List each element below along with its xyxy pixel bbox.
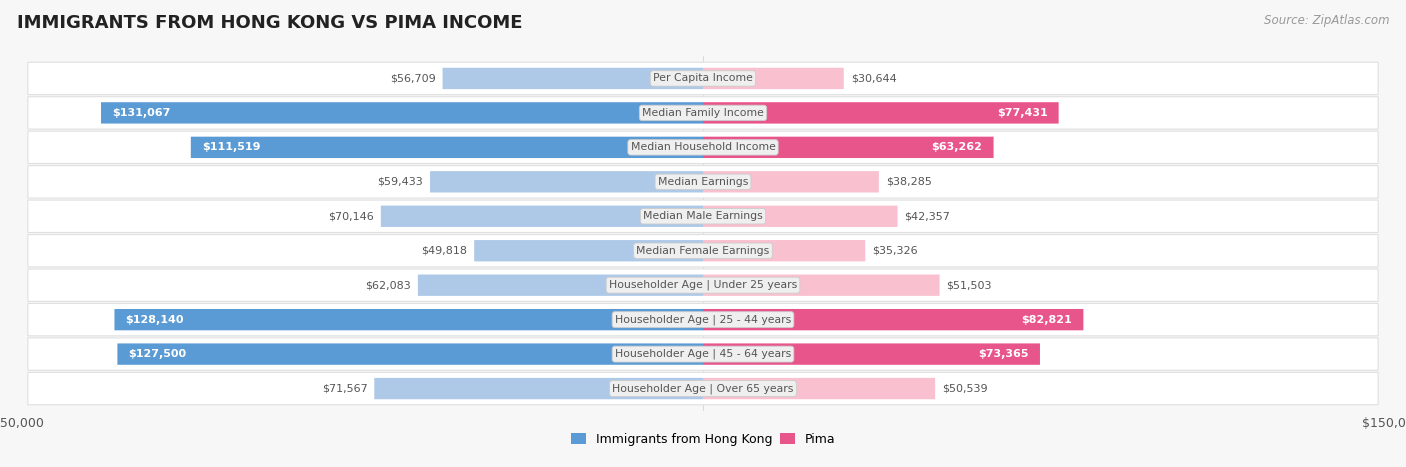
FancyBboxPatch shape	[374, 378, 703, 399]
FancyBboxPatch shape	[703, 240, 865, 262]
Text: $127,500: $127,500	[128, 349, 187, 359]
FancyBboxPatch shape	[28, 304, 1378, 336]
FancyBboxPatch shape	[114, 309, 703, 330]
FancyBboxPatch shape	[28, 372, 1378, 405]
Text: Householder Age | 25 - 44 years: Householder Age | 25 - 44 years	[614, 314, 792, 325]
FancyBboxPatch shape	[703, 68, 844, 89]
FancyBboxPatch shape	[474, 240, 703, 262]
FancyBboxPatch shape	[101, 102, 703, 124]
Text: $42,357: $42,357	[904, 211, 950, 221]
Text: $111,519: $111,519	[202, 142, 260, 152]
FancyBboxPatch shape	[443, 68, 703, 89]
FancyBboxPatch shape	[117, 343, 703, 365]
Text: Householder Age | Over 65 years: Householder Age | Over 65 years	[612, 383, 794, 394]
FancyBboxPatch shape	[28, 338, 1378, 370]
Text: $71,567: $71,567	[322, 383, 367, 394]
Text: $62,083: $62,083	[366, 280, 411, 290]
FancyBboxPatch shape	[703, 309, 1084, 330]
Text: $63,262: $63,262	[932, 142, 983, 152]
Text: $70,146: $70,146	[328, 211, 374, 221]
Text: Median Male Earnings: Median Male Earnings	[643, 211, 763, 221]
Text: $50,539: $50,539	[942, 383, 987, 394]
Text: Householder Age | Under 25 years: Householder Age | Under 25 years	[609, 280, 797, 290]
FancyBboxPatch shape	[28, 62, 1378, 95]
Text: $49,818: $49,818	[422, 246, 467, 256]
Text: $77,431: $77,431	[997, 108, 1047, 118]
Text: $82,821: $82,821	[1022, 315, 1073, 325]
FancyBboxPatch shape	[430, 171, 703, 192]
FancyBboxPatch shape	[418, 275, 703, 296]
Text: $35,326: $35,326	[872, 246, 918, 256]
Text: $38,285: $38,285	[886, 177, 932, 187]
FancyBboxPatch shape	[703, 205, 897, 227]
Legend: Immigrants from Hong Kong, Pima: Immigrants from Hong Kong, Pima	[565, 428, 841, 451]
FancyBboxPatch shape	[28, 269, 1378, 301]
FancyBboxPatch shape	[703, 378, 935, 399]
FancyBboxPatch shape	[703, 275, 939, 296]
Text: $131,067: $131,067	[112, 108, 170, 118]
Text: IMMIGRANTS FROM HONG KONG VS PIMA INCOME: IMMIGRANTS FROM HONG KONG VS PIMA INCOME	[17, 14, 523, 32]
Text: $56,709: $56,709	[389, 73, 436, 84]
Text: $30,644: $30,644	[851, 73, 897, 84]
Text: Median Family Income: Median Family Income	[643, 108, 763, 118]
FancyBboxPatch shape	[28, 97, 1378, 129]
Text: $73,365: $73,365	[979, 349, 1029, 359]
FancyBboxPatch shape	[703, 137, 994, 158]
Text: Median Household Income: Median Household Income	[630, 142, 776, 152]
Text: Median Female Earnings: Median Female Earnings	[637, 246, 769, 256]
Text: Median Earnings: Median Earnings	[658, 177, 748, 187]
FancyBboxPatch shape	[381, 205, 703, 227]
Text: Source: ZipAtlas.com: Source: ZipAtlas.com	[1264, 14, 1389, 27]
Text: Householder Age | 45 - 64 years: Householder Age | 45 - 64 years	[614, 349, 792, 359]
Text: $59,433: $59,433	[377, 177, 423, 187]
FancyBboxPatch shape	[703, 343, 1040, 365]
Text: $128,140: $128,140	[125, 315, 184, 325]
Text: $51,503: $51,503	[946, 280, 993, 290]
FancyBboxPatch shape	[28, 234, 1378, 267]
FancyBboxPatch shape	[28, 131, 1378, 163]
FancyBboxPatch shape	[191, 137, 703, 158]
FancyBboxPatch shape	[703, 171, 879, 192]
FancyBboxPatch shape	[703, 102, 1059, 124]
Text: Per Capita Income: Per Capita Income	[652, 73, 754, 84]
FancyBboxPatch shape	[28, 166, 1378, 198]
FancyBboxPatch shape	[28, 200, 1378, 233]
